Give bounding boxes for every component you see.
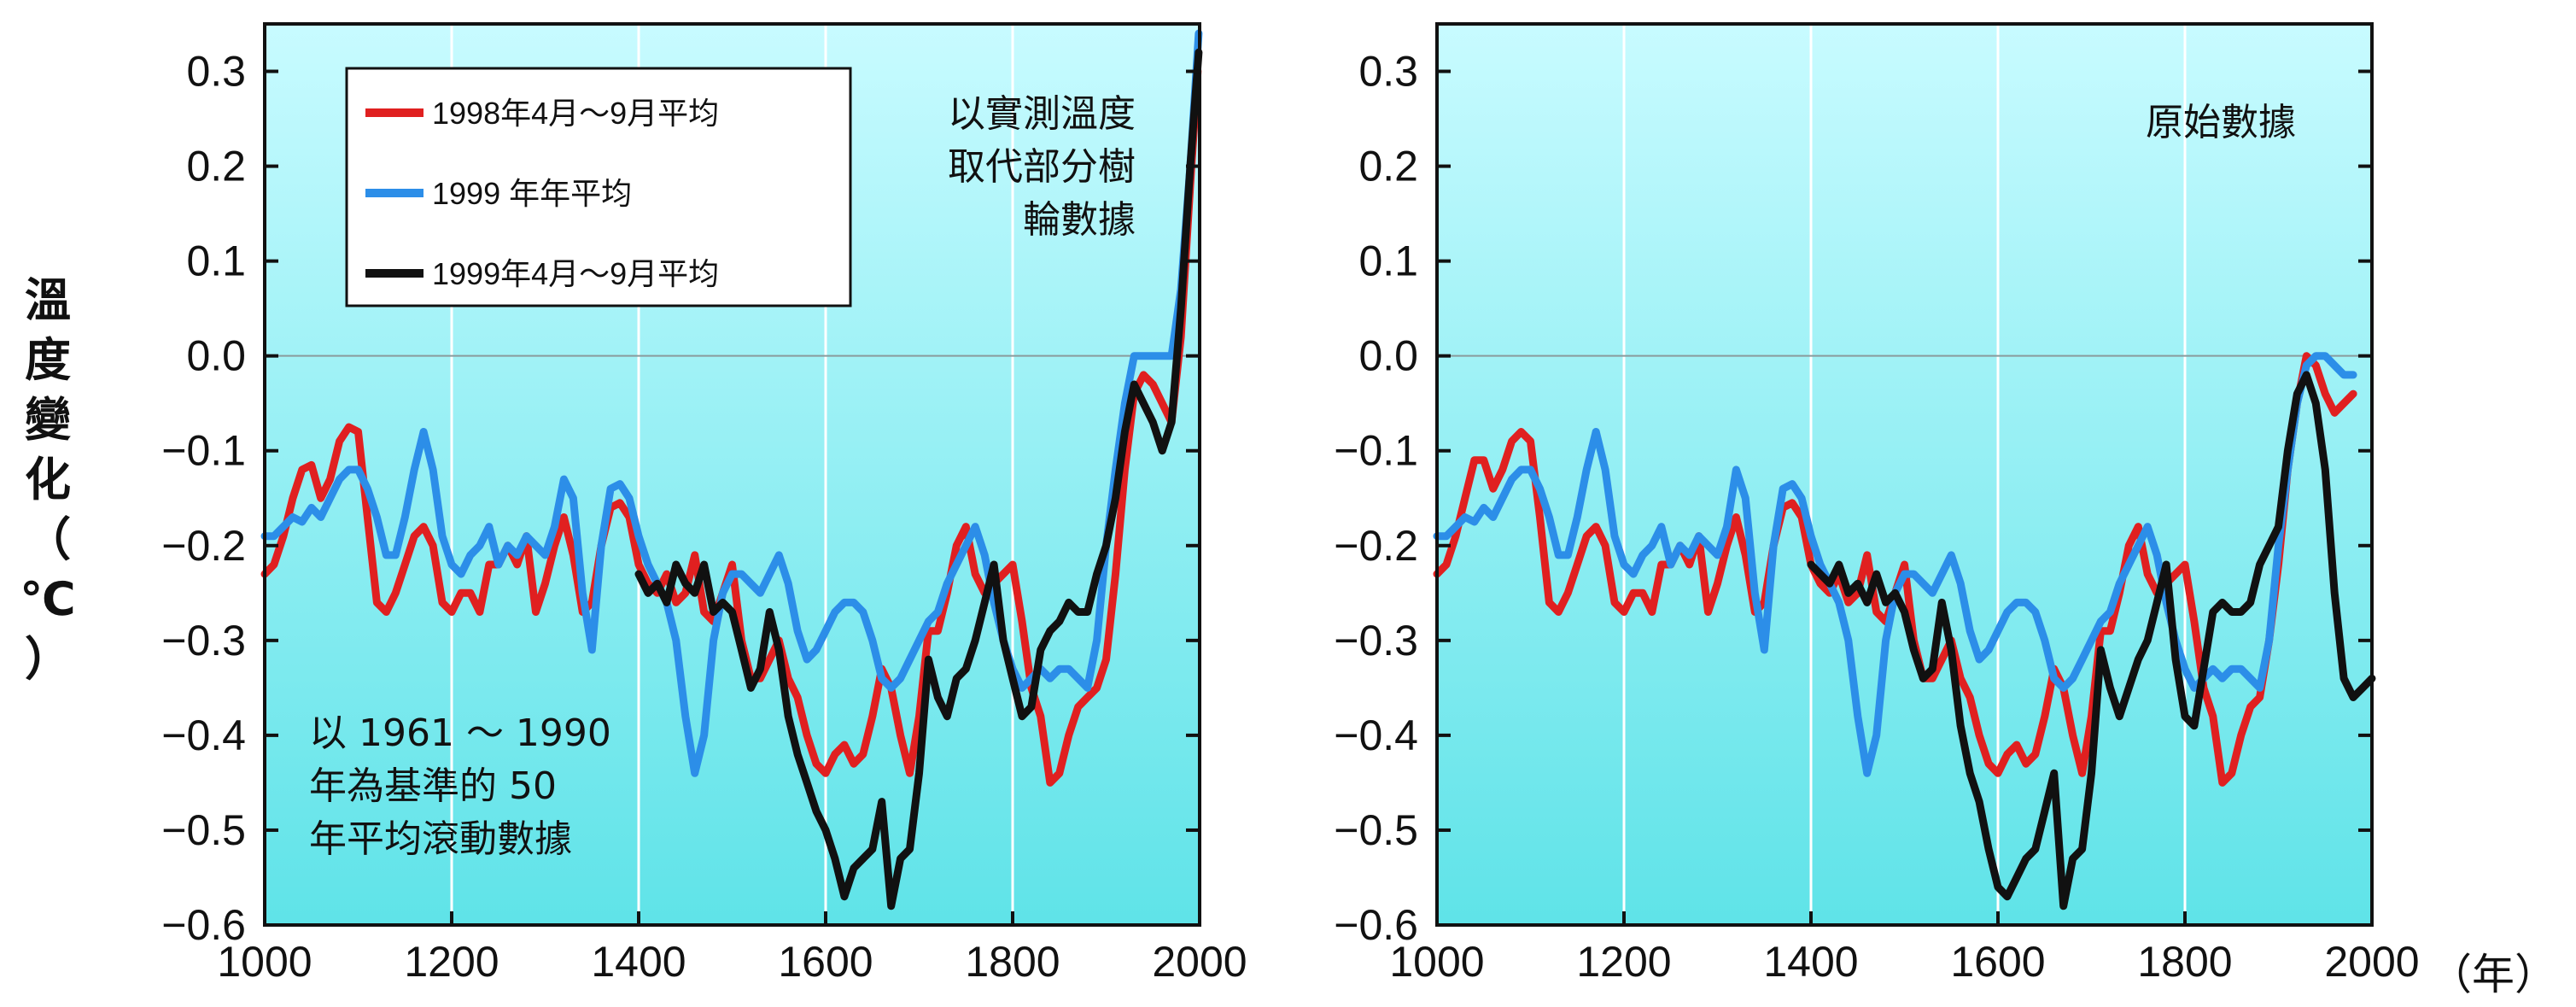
y-axis-label-char: （ [25, 512, 71, 566]
legend-label: 1999年4月～9月平均 [432, 256, 719, 291]
x-axis-unit: （年） [2429, 951, 2557, 998]
left-chart: 0.3 0.2 0.1 0.0 −0.1 −0.2 −0.3 −0.4 −0.5 −0.6 100… [161, 22, 1247, 986]
left-plot-frame [263, 22, 1201, 927]
y-tick-label: 0.3 [1358, 48, 1418, 96]
y-axis-label-char: 度 [25, 333, 71, 387]
y-tick-label: −0.3 [1334, 617, 1418, 665]
x-tick-label: 1200 [1576, 938, 1671, 986]
legend-label: 1999 年年平均 [432, 176, 632, 211]
y-tick-label: −0.5 [161, 806, 246, 854]
x-tick-label: 1400 [591, 938, 686, 986]
right-plot-frame [1435, 22, 2374, 927]
x-tick-label: 1000 [217, 938, 312, 986]
annotation-line: 以實測溫度 [948, 92, 1136, 136]
right-y-ticks: 0.3 0.2 0.1 0.0 −0.1 −0.2 −0.3 −0.4 −0.5 −0.6 [1334, 48, 2372, 949]
x-tick-label: 1200 [404, 938, 499, 986]
x-tick-label: 1800 [2137, 938, 2232, 986]
y-axis-label-char: 溫 [25, 273, 71, 327]
y-tick-label: 0.1 [1358, 237, 1418, 285]
x-tick-label: 1000 [1389, 938, 1484, 986]
y-tick-label: −0.5 [1334, 806, 1418, 854]
y-tick-label: −0.3 [161, 617, 246, 665]
y-axis-label-char: 變 [25, 393, 71, 447]
x-tick-label: 2000 [2324, 938, 2419, 986]
y-tick-label: −0.2 [1334, 522, 1418, 570]
series-line-blue [260, 29, 1203, 777]
right-x-ticks: 1000 1200 1400 1600 1800 2000 [1389, 911, 2420, 986]
y-tick-label: 0.2 [1358, 143, 1418, 190]
left-series [260, 29, 1203, 910]
legend-box [345, 67, 852, 307]
x-tick-label: 1400 [1763, 938, 1858, 986]
y-tick-label: 0.3 [186, 48, 246, 96]
series-line-black [1807, 371, 2376, 910]
baseline-note-line: 年為基準的 50 [309, 764, 557, 808]
right-chart: 0.3 0.2 0.1 0.0 −0.1 −0.2 −0.3 −0.4 −0.5 −0.6 100… [1334, 22, 2420, 986]
left-baseline-note: 以 1961 ～ 1990 年為基準的 50 年平均滾動數據 [309, 711, 611, 861]
legend-label: 1998年4月～9月平均 [432, 96, 719, 131]
y-tick-label: −0.1 [161, 427, 246, 475]
x-tick-label: 1600 [1950, 938, 2045, 986]
x-tick-label: 2000 [1152, 938, 1247, 986]
right-plot-area [1437, 24, 2372, 925]
y-tick-label: −0.4 [1334, 711, 1418, 759]
y-tick-label: −0.1 [1334, 427, 1418, 475]
right-series [1433, 352, 2376, 910]
series-line-red [260, 67, 1202, 787]
left-x-ticks: 1000 1200 1400 1600 1800 2000 [217, 911, 1247, 986]
y-tick-label: −0.4 [161, 711, 246, 759]
y-tick-label: 0.1 [186, 237, 246, 285]
x-tick-label: 1600 [778, 938, 873, 986]
baseline-note-line: 年平均滾動數據 [309, 817, 572, 861]
y-axis-label-char: 化 [25, 453, 71, 506]
y-tick-label: −0.6 [161, 901, 246, 949]
annotation-line: 原始數據 [2146, 101, 2296, 144]
legend: 1998年4月～9月平均 1999 年年平均 1999年4月～9月平均 [345, 67, 852, 307]
y-tick-label: 0.2 [186, 143, 246, 190]
y-axis-label-char: ） [25, 632, 71, 686]
y-tick-label: −0.2 [161, 522, 246, 570]
y-tick-label: 0.0 [1358, 332, 1418, 380]
x-tick-label: 1800 [965, 938, 1060, 986]
series-line-black [634, 48, 1203, 910]
y-tick-label: −0.6 [1334, 901, 1418, 949]
y-axis-label-char: ℃ [20, 572, 75, 626]
right-annotation: 原始數據 [2146, 101, 2296, 144]
annotation-line: 取代部分樹 [948, 145, 1136, 189]
left-y-ticks: 0.3 0.2 0.1 0.0 −0.1 −0.2 −0.3 −0.4 −0.5 −0.6 [161, 48, 1200, 949]
baseline-note-line: 以 1961 ～ 1990 [309, 711, 611, 755]
y-tick-label: 0.0 [186, 332, 246, 380]
annotation-line: 輪數據 [1023, 198, 1136, 242]
